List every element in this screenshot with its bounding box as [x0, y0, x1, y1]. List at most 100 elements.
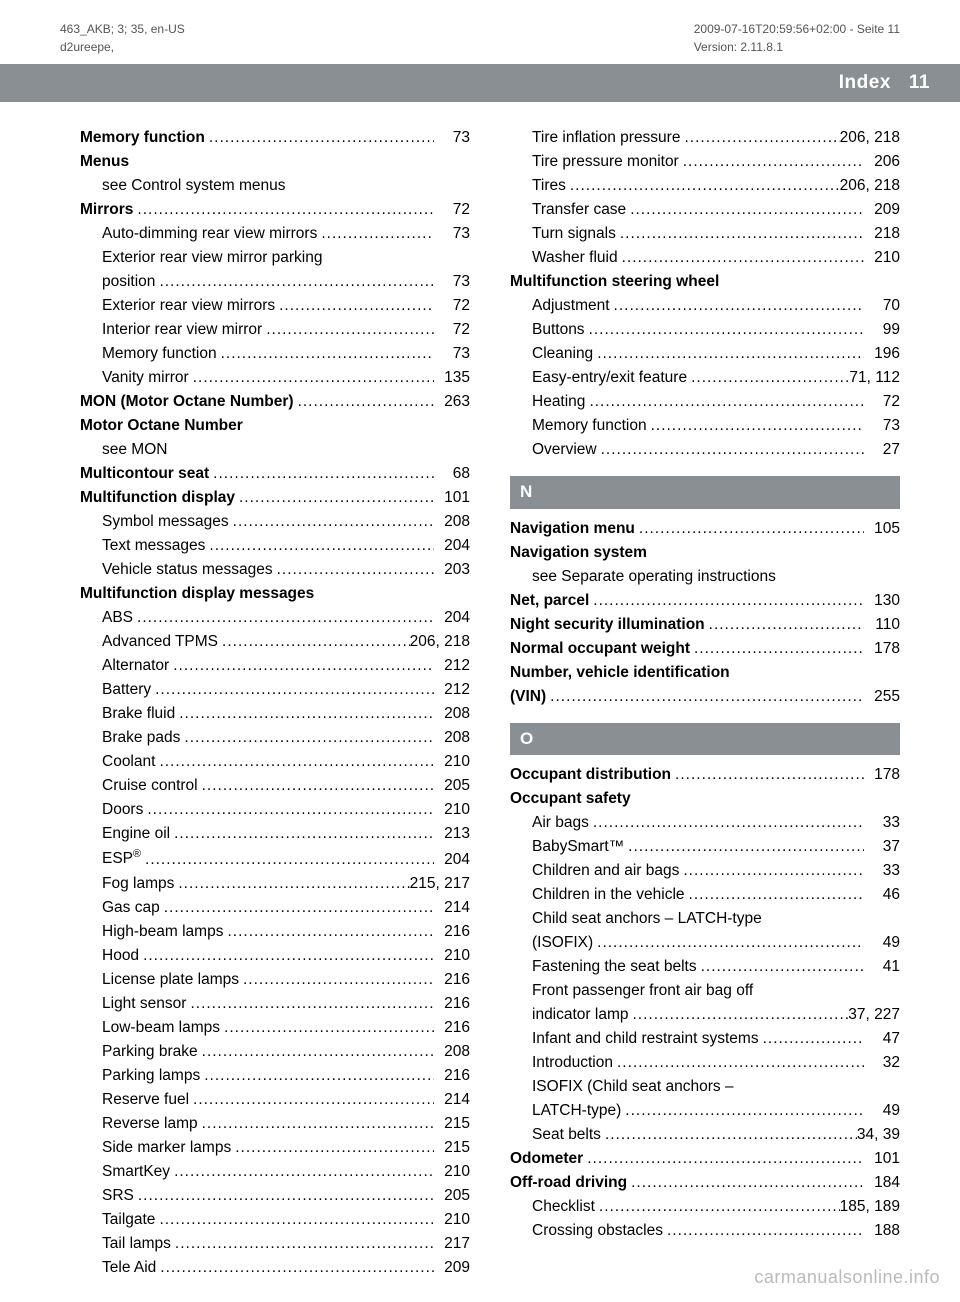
index-entry-dots	[621, 1099, 864, 1123]
index-entry-label: Exterior rear view mirror parking	[102, 246, 323, 270]
index-entry-page: 49	[864, 931, 900, 955]
index-entry-label: see Separate operating instructions	[532, 565, 776, 589]
index-entry-label: Easy-entry/exit feature	[532, 366, 687, 390]
index-entry: Cleaning196	[510, 342, 900, 366]
index-entry: Children in the vehicle46	[510, 883, 900, 907]
index-entry-label: LATCH-type)	[532, 1099, 621, 1123]
index-entry-label: see Control system menus	[102, 174, 286, 198]
index-entry-label: Tail lamps	[102, 1232, 171, 1256]
index-entry-page: 215, 217	[410, 872, 470, 896]
index-entry-label: Light sensor	[102, 992, 186, 1016]
index-entry-label: Reserve fuel	[102, 1088, 189, 1112]
index-entry: Navigation menu105	[510, 517, 900, 541]
index-entry: Text messages204	[80, 534, 470, 558]
index-entry-page: 73	[434, 270, 470, 294]
index-entry-label: Occupant safety	[510, 787, 631, 811]
index-entry-dots	[583, 1147, 864, 1171]
index-entry-dots	[317, 222, 434, 246]
index-entry-dots	[155, 270, 434, 294]
index-entry-label: Number, vehicle identification	[510, 661, 730, 685]
index-entry-dots	[593, 931, 864, 955]
index-entry-label: Battery	[102, 678, 151, 702]
index-entry: Battery212	[80, 678, 470, 702]
index-entry-page: 208	[434, 1040, 470, 1064]
index-entry-dots	[680, 126, 839, 150]
index-entry: Exterior rear view mirror parking	[80, 246, 470, 270]
index-entry: MON (Motor Octane Number)263	[80, 390, 470, 414]
index-entry-label: Introduction	[532, 1051, 613, 1075]
index-entry-dots	[220, 1016, 434, 1040]
index-entry-label: Multifunction steering wheel	[510, 270, 719, 294]
index-entry-dots	[235, 486, 434, 510]
doc-header: 463_AKB; 3; 35, en-US d2ureepe, 2009-07-…	[0, 0, 960, 64]
index-entry-dots	[170, 1160, 434, 1184]
index-entry-label: Tires	[532, 174, 566, 198]
index-entry: Occupant safety	[510, 787, 900, 811]
index-entry: Tire pressure monitor206	[510, 150, 900, 174]
index-entry-label: Memory function	[80, 126, 205, 150]
index-entry-page: 99	[864, 318, 900, 342]
index-entry-dots	[262, 318, 434, 342]
index-entry: Tires206, 218	[510, 174, 900, 198]
header-right: 2009-07-16T20:59:56+02:00 - Seite 11 Ver…	[694, 20, 900, 56]
index-entry-label: ESP®	[102, 846, 141, 871]
index-entry-dots	[679, 150, 864, 174]
index-entry-label: see MON	[102, 438, 167, 462]
index-entry-dots	[189, 1088, 434, 1112]
index-entry-page: 205	[434, 1184, 470, 1208]
index-entry-label: Crossing obstacles	[532, 1219, 663, 1243]
index-entry-label: Tailgate	[102, 1208, 155, 1232]
index-entry-dots	[231, 1136, 434, 1160]
index-entry: see Control system menus	[80, 174, 470, 198]
index-entry-page: 73	[434, 222, 470, 246]
header-left-line2: d2ureepe,	[60, 38, 185, 56]
index-entry: Brake pads208	[80, 726, 470, 750]
index-entry: Reserve fuel214	[80, 1088, 470, 1112]
index-entry-dots	[613, 1051, 864, 1075]
index-entry-label: ABS	[102, 606, 133, 630]
index-entry-label: Infant and child restraint systems	[532, 1027, 759, 1051]
index-entry-page: 203	[434, 558, 470, 582]
index-entry-page: 32	[864, 1051, 900, 1075]
index-entry-dots	[180, 726, 434, 750]
index-entry-page: 208	[434, 726, 470, 750]
index-entry-label: Navigation system	[510, 541, 647, 565]
index-entry-page: 105	[864, 517, 900, 541]
index-entry-label: Fastening the seat belts	[532, 955, 697, 979]
index-entry-dots	[205, 534, 434, 558]
index-entry-label: Cleaning	[532, 342, 593, 366]
index-entry-label: Front passenger front air bag off	[532, 979, 753, 1003]
index-entry-label: Checklist	[532, 1195, 595, 1219]
index-entry-dots	[663, 1219, 864, 1243]
index-entry-page: 210	[434, 798, 470, 822]
index-entry-label: Reverse lamp	[102, 1112, 198, 1136]
index-entry-label: SRS	[102, 1184, 134, 1208]
index-entry-dots	[629, 1003, 849, 1027]
index-entry-label: Occupant distribution	[510, 763, 671, 787]
index-entry: Easy-entry/exit feature71, 112	[510, 366, 900, 390]
index-entry-label: Alternator	[102, 654, 169, 678]
index-entry-label: Doors	[102, 798, 143, 822]
index-entry: Alternator212	[80, 654, 470, 678]
index-entry-label: Engine oil	[102, 822, 170, 846]
index-entry-dots	[239, 968, 434, 992]
index-entry-page: 72	[864, 390, 900, 414]
index-entry-page: 255	[864, 685, 900, 709]
index-entry-label: Tire inflation pressure	[532, 126, 680, 150]
index-letter-heading: O	[510, 723, 900, 755]
index-entry: Parking lamps216	[80, 1064, 470, 1088]
index-entry-dots	[595, 1195, 840, 1219]
index-entry-page: 135	[434, 366, 470, 390]
index-entry-dots	[275, 294, 434, 318]
index-entry: Multifunction display101	[80, 486, 470, 510]
index-entry: Seat belts34, 39	[510, 1123, 900, 1147]
index-entry-page: 101	[434, 486, 470, 510]
index-entry: position73	[80, 270, 470, 294]
index-entry-label: Memory function	[532, 414, 647, 438]
index-entry-label: Cruise control	[102, 774, 198, 798]
index-entry-dots	[546, 685, 864, 709]
index-entry-dots	[189, 366, 434, 390]
index-entry: see MON	[80, 438, 470, 462]
index-entry-label: Symbol messages	[102, 510, 229, 534]
index-entry-dots	[186, 992, 434, 1016]
